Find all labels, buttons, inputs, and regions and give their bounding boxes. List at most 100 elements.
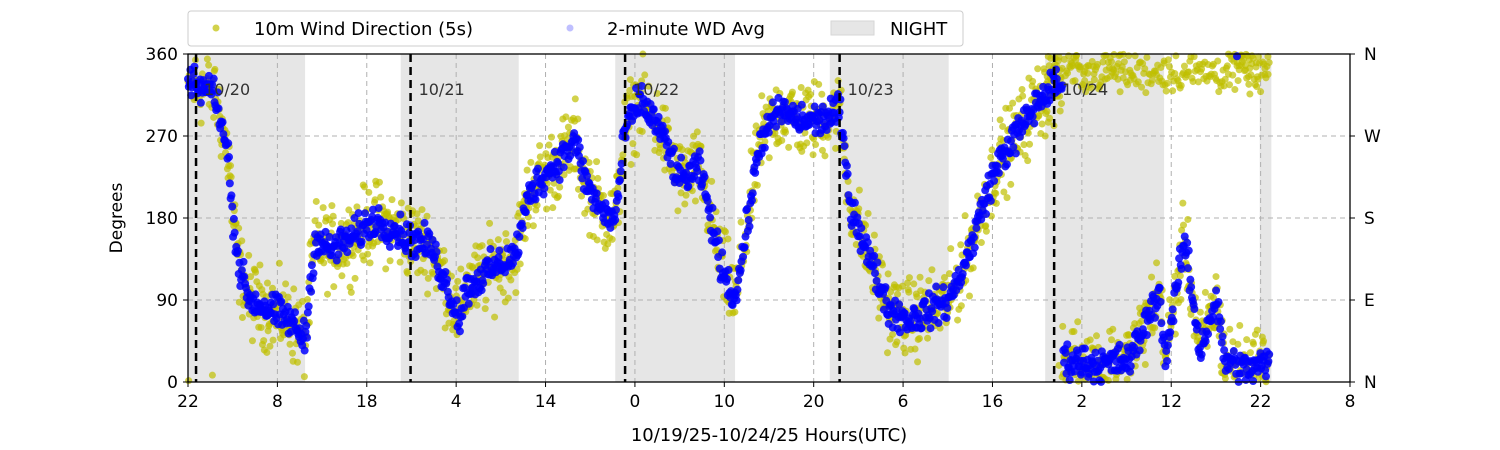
wind-avg-point [917, 324, 926, 333]
wind-5s-point [1234, 77, 1242, 85]
wind-5s-point [681, 200, 689, 208]
wind-5s-point [1093, 332, 1101, 340]
wind-5s-point [1246, 90, 1254, 98]
wind-avg-point [354, 209, 363, 218]
wind-5s-point [940, 273, 948, 281]
wind-avg-point [455, 319, 464, 328]
wind-5s-point [1112, 69, 1120, 77]
wind-5s-point [812, 140, 820, 148]
wind-5s-point [832, 144, 840, 152]
x-tick-label: 10 [713, 392, 735, 412]
wind-avg-point [228, 202, 237, 211]
wind-avg-point [559, 163, 568, 172]
wind-avg-point [486, 245, 495, 254]
wind-5s-point [440, 247, 448, 255]
wind-avg-point [196, 98, 205, 107]
wind-5s-point [527, 158, 535, 166]
wind-5s-point [349, 252, 357, 260]
wind-avg-point [684, 182, 693, 191]
wind-5s-point [585, 159, 593, 167]
wind-5s-point [1169, 87, 1177, 95]
wind-5s-point [546, 186, 554, 194]
right-axis-compass-label: W [1364, 127, 1381, 147]
wind-5s-point [691, 197, 699, 205]
wind-avg-point [533, 164, 542, 173]
legend-label-avg: 2-minute WD Avg [607, 19, 765, 40]
wind-5s-point [724, 235, 732, 243]
wind-avg-point [839, 134, 848, 143]
wind-5s-point [1221, 374, 1229, 382]
wind-5s-point [807, 91, 815, 99]
wind-5s-point [674, 207, 682, 215]
wind-5s-point [211, 65, 219, 73]
wind-avg-point [969, 233, 978, 242]
wind-avg-point [554, 159, 563, 168]
wind-avg-point [1156, 297, 1165, 306]
wind-5s-point [205, 61, 213, 69]
wind-5s-point [957, 302, 965, 310]
wind-avg-point [290, 317, 299, 326]
wind-5s-point [346, 283, 354, 291]
wind-avg-point [606, 223, 615, 232]
wind-avg-point [1030, 119, 1039, 128]
wind-avg-point [764, 128, 773, 137]
wind-5s-point [1148, 273, 1156, 281]
wind-5s-point [1076, 63, 1084, 71]
wind-avg-point [724, 265, 733, 274]
wind-avg-point [574, 135, 583, 144]
wind-avg-point [303, 333, 312, 342]
wind-5s-point [1114, 75, 1122, 83]
wind-avg-point [601, 199, 610, 208]
wind-avg-point [443, 275, 452, 284]
wind-5s-point [502, 230, 510, 238]
wind-5s-point [1254, 53, 1262, 61]
wind-5s-point [594, 174, 602, 182]
wind-avg-point [843, 169, 852, 178]
x-tick-label: 16 [982, 392, 1004, 412]
wind-5s-point [1184, 215, 1192, 223]
wind-5s-point [721, 228, 729, 236]
wind-5s-point [516, 260, 524, 268]
wind-avg-point [718, 248, 727, 257]
wind-5s-point [1220, 82, 1228, 90]
wind-avg-point [840, 142, 849, 151]
wind-5s-point [1226, 325, 1234, 333]
wind-5s-point [1250, 340, 1258, 348]
wind-5s-point [731, 308, 739, 316]
wind-avg-point [1065, 375, 1074, 384]
wind-avg-point [1220, 346, 1229, 355]
wind-5s-point [626, 86, 634, 94]
wind-5s-point [203, 55, 211, 63]
wind-avg-point [895, 300, 904, 309]
wind-avg-point [360, 209, 369, 218]
wind-5s-point [1059, 322, 1067, 330]
wind-avg-point [325, 233, 334, 242]
wind-avg-point [1261, 372, 1270, 381]
wind-5s-point [507, 276, 515, 284]
wind-5s-point [661, 104, 669, 112]
day-label: 10/23 [848, 80, 894, 99]
wind-avg-point [734, 276, 743, 285]
wind-avg-point [972, 224, 981, 233]
wind-avg-point [1229, 347, 1238, 356]
wind-5s-point [761, 138, 769, 146]
wind-5s-point [413, 210, 421, 218]
wind-5s-point [1087, 84, 1095, 92]
day-label: 10/22 [633, 80, 679, 99]
wind-5s-point [911, 345, 919, 353]
wind-avg-point [518, 224, 527, 233]
wind-5s-point [1104, 376, 1112, 384]
wind-avg-point [797, 100, 806, 109]
wind-avg-point [1197, 350, 1206, 359]
wind-avg-point [477, 286, 486, 295]
wind-5s-point [1171, 272, 1179, 280]
wind-5s-point [1120, 58, 1128, 66]
wind-5s-point [1070, 328, 1078, 336]
wind-avg-point [1204, 330, 1213, 339]
wind-5s-point [1000, 188, 1008, 196]
wind-avg-point [822, 126, 831, 135]
wind-avg-point [213, 88, 222, 97]
wind-avg-point [853, 213, 862, 222]
wind-5s-point [1180, 62, 1188, 70]
x-tick-label: 12 [1160, 392, 1182, 412]
